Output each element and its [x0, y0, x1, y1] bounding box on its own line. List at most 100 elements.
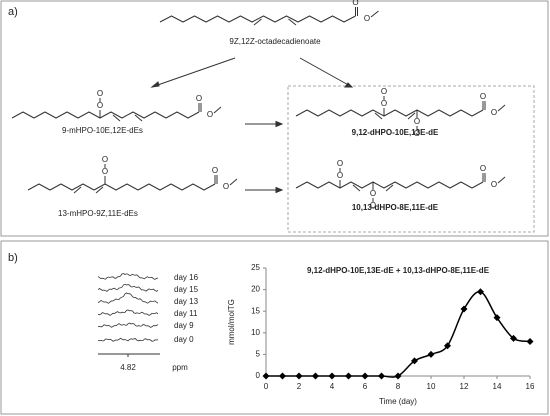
atom: O	[414, 129, 420, 138]
x-tick-label: 4	[330, 382, 335, 391]
bond	[295, 109, 484, 117]
spectrum-label: day 11	[174, 309, 198, 318]
x-tick-label: 10	[427, 382, 436, 391]
spectrum-label: day 16	[174, 273, 199, 282]
compound-label: 13-mHPO-9Z,11E-dEs	[58, 209, 138, 218]
y-tick-label: 0	[256, 371, 261, 380]
atom: O	[364, 14, 370, 23]
bond	[288, 18, 297, 26]
atom: O	[480, 164, 486, 173]
compound-label: 9Z,12Z-octadecadienoate	[229, 37, 321, 46]
arrows	[150, 57, 354, 194]
bond	[374, 112, 383, 120]
atom: O	[381, 99, 387, 108]
x-tick-label: 12	[460, 382, 469, 391]
bond	[159, 15, 356, 23]
bond	[213, 106, 222, 114]
atom: O	[196, 94, 202, 103]
point	[279, 372, 286, 380]
bond	[352, 184, 361, 192]
bond	[295, 181, 484, 189]
point	[411, 357, 418, 365]
atom: O	[491, 180, 497, 189]
bond	[73, 186, 82, 194]
spectrum	[97, 292, 159, 304]
bond	[253, 18, 262, 26]
point	[493, 314, 501, 322]
compound-label: 10,13-dHPO-8E,11E-dE	[352, 203, 439, 212]
compound-label: 9-mHPO-10E,12E-dEs	[62, 126, 143, 135]
point	[444, 342, 451, 350]
spectrum	[97, 273, 159, 280]
x-axis-label: Time (day)	[379, 397, 417, 406]
atom: O	[102, 155, 108, 164]
ppm-value: 4.82	[120, 363, 136, 372]
y-tick-label: 25	[251, 263, 260, 272]
atom: O	[207, 110, 213, 119]
bond	[11, 111, 200, 119]
atom: O	[352, 0, 358, 7]
spectrum-label: day 15	[174, 285, 199, 294]
spectrum	[97, 309, 159, 316]
x-tick-label: 14	[493, 382, 502, 391]
atom: O	[97, 89, 103, 98]
bond	[112, 114, 121, 122]
bond	[385, 184, 394, 192]
point	[295, 372, 303, 380]
line	[266, 290, 531, 378]
panel-a-frame	[0, 0, 549, 237]
x-tick-label: 2	[297, 382, 302, 391]
y-axis-label: mmol/molTG	[227, 299, 236, 345]
x-tick-label: 8	[396, 382, 401, 391]
atom: O	[480, 92, 486, 101]
bond	[27, 183, 216, 191]
panel-b-frame	[0, 240, 549, 415]
panel-label: a)	[8, 6, 18, 18]
point	[312, 372, 319, 380]
point	[427, 350, 435, 358]
point	[378, 372, 385, 380]
y-tick-label: 5	[256, 350, 261, 359]
bond	[407, 112, 416, 120]
point	[328, 372, 336, 380]
atom: O	[370, 189, 376, 198]
atom: O	[337, 159, 343, 168]
point	[394, 372, 402, 380]
x-tick-label: 0	[264, 382, 269, 391]
bond	[95, 186, 104, 194]
bond	[229, 178, 238, 186]
chart-title: 9,12-dHPO-10E,13E-dE + 10,13-dHPO-8E,11E…	[307, 266, 490, 275]
point	[262, 372, 270, 380]
atom: O	[381, 87, 387, 96]
point	[460, 305, 468, 313]
x-tick-label: 6	[363, 382, 368, 391]
point	[361, 372, 369, 380]
x-tick-label: 16	[526, 382, 535, 391]
ppm-unit: ppm	[172, 363, 188, 372]
point	[477, 288, 484, 296]
atom: O	[414, 117, 420, 126]
spectrum	[97, 322, 159, 328]
bond	[370, 10, 379, 18]
y-tick-label: 10	[251, 328, 260, 337]
bond	[497, 104, 506, 112]
spectrum	[97, 337, 159, 342]
spectrum-label: day 0	[174, 335, 194, 344]
compound-label: 9,12-dHPO-10E,13E-dE	[352, 128, 439, 137]
atom: O	[102, 167, 108, 176]
bond	[134, 114, 143, 122]
point	[510, 334, 517, 342]
atom: O	[212, 166, 218, 175]
y-tick-label: 20	[251, 285, 260, 294]
atom: O	[337, 171, 343, 180]
atom: O	[223, 182, 229, 191]
y-tick-label: 15	[251, 306, 260, 315]
spectrum	[97, 283, 159, 292]
point	[526, 337, 534, 345]
bond	[497, 176, 506, 184]
panel-label: b)	[8, 252, 18, 264]
spectrum-label: day 9	[174, 321, 194, 330]
point	[345, 372, 352, 380]
atom: O	[370, 201, 376, 210]
